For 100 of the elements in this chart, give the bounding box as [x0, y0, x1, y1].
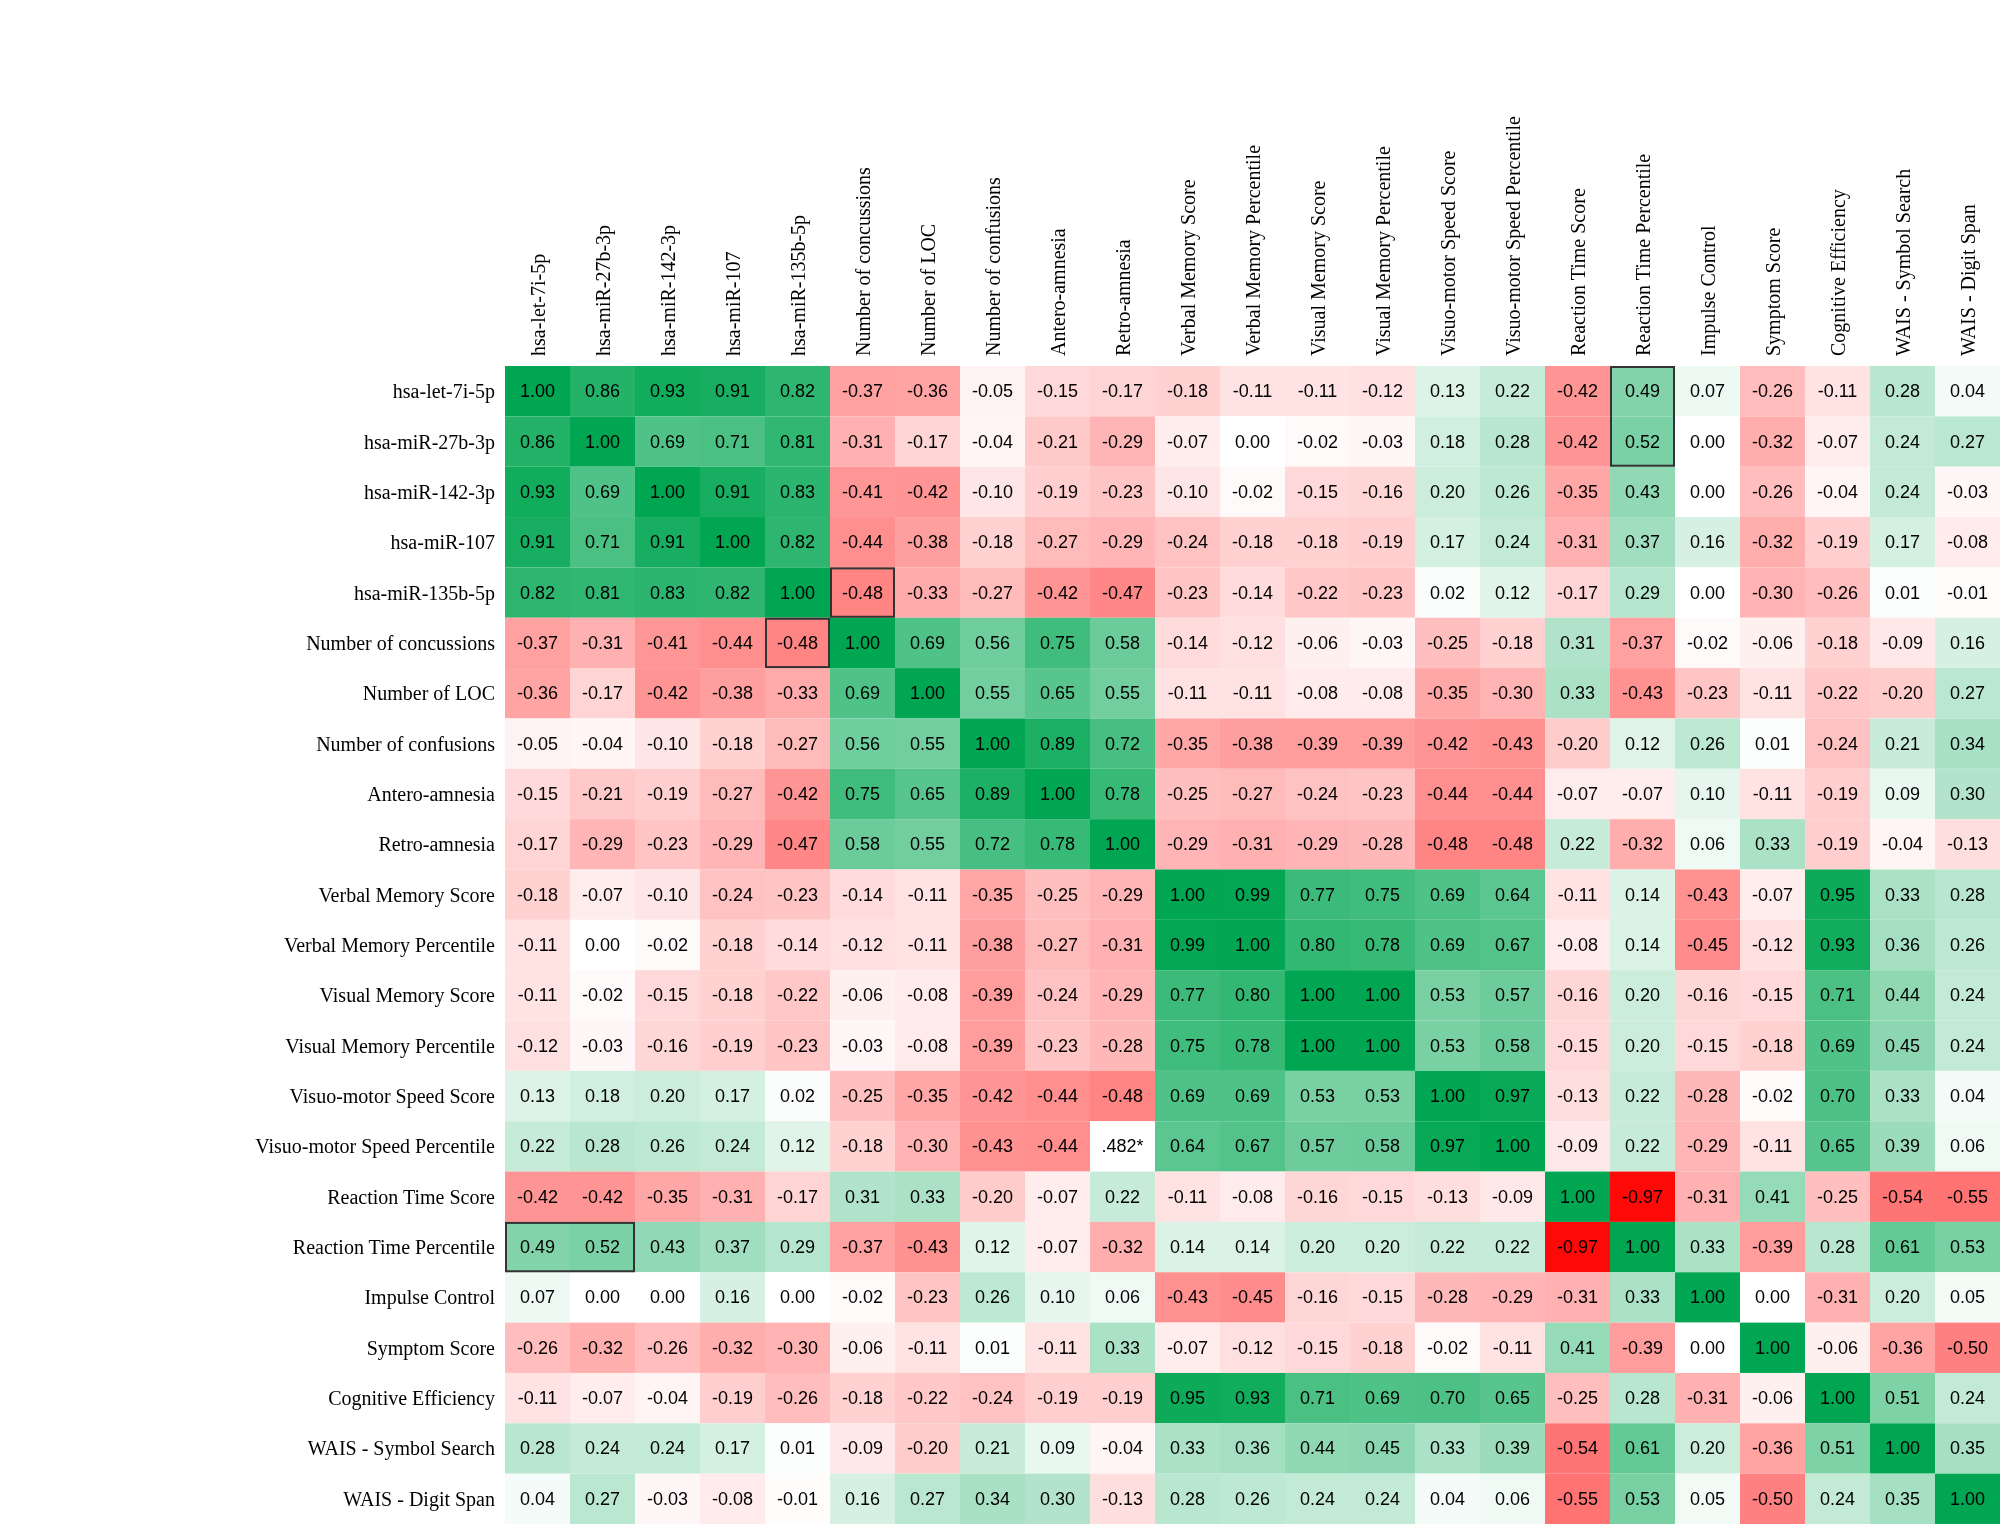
data-label: 0.22 — [1104, 1186, 1141, 1207]
data-label: 0.14 — [1169, 1237, 1206, 1258]
data-label: 0.33 — [1884, 884, 1921, 905]
data-label: -0.31 — [581, 632, 624, 653]
data-label: -0.16 — [1296, 1287, 1339, 1308]
data-label: -0.17 — [581, 683, 624, 704]
data-label: -0.50 — [1751, 1488, 1794, 1509]
data-label: 0.27 — [1949, 431, 1986, 452]
data-label: -0.12 — [516, 1035, 559, 1056]
data-label: 0.24 — [714, 1136, 751, 1157]
data-label: -0.26 — [1816, 582, 1859, 603]
data-label: -0.29 — [1101, 884, 1144, 905]
data-label: -0.11 — [1167, 1186, 1208, 1207]
data-label: 0.53 — [1364, 1086, 1401, 1107]
data-label: -0.04 — [646, 1388, 689, 1409]
data-label: 0.14 — [1624, 884, 1661, 905]
data-label: -0.04 — [1816, 481, 1859, 502]
data-label: -0.20 — [971, 1186, 1014, 1207]
data-label: -0.11 — [1557, 884, 1598, 905]
data-label: 0.58 — [1494, 1035, 1531, 1056]
data-label: 0.53 — [1949, 1237, 1986, 1258]
data-label: 0.01 — [1754, 733, 1791, 754]
y-tick-label: Reaction Time Percentile — [292, 1236, 496, 1259]
data-label: 0.95 — [1169, 1388, 1206, 1409]
data-label: -0.15 — [1686, 1035, 1729, 1056]
data-label: -0.26 — [776, 1388, 819, 1409]
data-label: -0.28 — [1426, 1287, 1469, 1308]
x-tick-label: hsa-miR-107 — [721, 251, 744, 356]
data-label: -0.16 — [1361, 481, 1404, 502]
data-label: -0.14 — [1166, 632, 1209, 653]
data-label: 0.97 — [1494, 1086, 1531, 1107]
data-label: -0.35 — [1426, 683, 1469, 704]
data-label: -0.32 — [1751, 431, 1794, 452]
data-label: -0.19 — [1036, 481, 1079, 502]
data-label: -0.24 — [971, 1388, 1014, 1409]
data-label: -0.02 — [841, 1287, 884, 1308]
data-label: -0.48 — [1491, 834, 1534, 855]
data-label: -0.42 — [1036, 582, 1079, 603]
data-label: -0.11 — [1817, 381, 1858, 402]
data-label: 0.65 — [1039, 683, 1076, 704]
data-label: 0.69 — [1429, 884, 1466, 905]
data-label: -0.14 — [776, 935, 819, 955]
data-label: -0.18 — [516, 884, 559, 905]
data-label: 0.31 — [844, 1186, 881, 1207]
data-label: -0.13 — [1426, 1186, 1469, 1207]
data-label: 0.49 — [519, 1237, 556, 1258]
data-label: -0.04 — [971, 431, 1014, 452]
data-label: -0.44 — [1036, 1086, 1079, 1107]
data-label: -0.15 — [516, 783, 559, 804]
data-label: -0.23 — [646, 834, 689, 855]
data-label: 0.16 — [844, 1488, 881, 1509]
data-label: -0.17 — [776, 1186, 819, 1207]
data-label: -0.16 — [646, 1035, 689, 1056]
data-label: -0.03 — [646, 1488, 689, 1509]
data-label: -0.29 — [711, 834, 754, 855]
data-label: -0.09 — [1491, 1186, 1534, 1207]
data-label: -0.42 — [971, 1086, 1014, 1107]
data-label: -0.21 — [581, 783, 624, 804]
data-label: 0.01 — [1884, 582, 1921, 603]
data-label: -0.32 — [1621, 834, 1664, 855]
data-label: -0.18 — [1751, 1035, 1794, 1056]
data-label: -0.38 — [971, 935, 1014, 955]
data-label: 1.00 — [1884, 1438, 1921, 1459]
data-label: -0.11 — [1752, 683, 1793, 704]
data-label: 0.24 — [1299, 1488, 1336, 1509]
data-label: -0.32 — [1751, 532, 1794, 553]
data-label: 0.82 — [519, 582, 556, 603]
data-label: -0.39 — [971, 985, 1014, 1006]
data-label: 0.99 — [1169, 935, 1206, 955]
data-label: -0.22 — [906, 1388, 949, 1409]
data-label: 0.22 — [1494, 1237, 1531, 1258]
data-label: -0.24 — [1036, 985, 1079, 1006]
data-label: -0.15 — [1751, 985, 1794, 1006]
data-label: -0.12 — [841, 935, 884, 955]
data-label: -0.02 — [1231, 481, 1274, 502]
data-label: 0.69 — [909, 632, 946, 653]
data-label: -0.39 — [1361, 733, 1404, 754]
data-label: 0.21 — [974, 1438, 1011, 1459]
data-label: -0.07 — [581, 884, 624, 905]
data-label: -0.35 — [971, 884, 1014, 905]
data-label: -0.23 — [1166, 582, 1209, 603]
data-label: -0.21 — [1036, 431, 1079, 452]
y-tick-label: hsa-let-7i-5p — [392, 380, 495, 404]
data-label: 0.22 — [1429, 1237, 1466, 1258]
data-label: 0.07 — [1689, 381, 1726, 402]
data-label: -0.06 — [841, 985, 884, 1006]
x-tick-label: Impulse Control — [1696, 225, 1720, 356]
data-label: -0.07 — [1621, 783, 1664, 804]
data-label: 0.00 — [584, 935, 621, 955]
data-label: 0.78 — [1234, 1035, 1271, 1056]
data-label: 0.65 — [1819, 1136, 1856, 1157]
data-label: 0.24 — [584, 1438, 621, 1459]
data-label: -0.29 — [1101, 532, 1144, 553]
data-label: -0.44 — [1491, 783, 1534, 804]
y-tick-label: Visual Memory Score — [319, 984, 496, 1008]
data-label: -0.31 — [1101, 935, 1144, 955]
data-label: 0.17 — [714, 1438, 751, 1459]
data-label: -0.18 — [971, 532, 1014, 553]
data-label: -0.17 — [516, 834, 559, 855]
data-label: 0.24 — [649, 1438, 686, 1459]
